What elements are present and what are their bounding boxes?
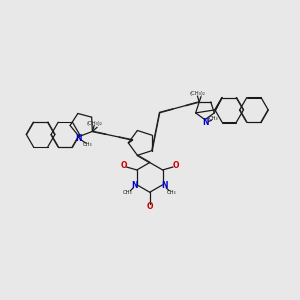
Text: CH₃: CH₃ bbox=[167, 190, 176, 195]
Text: N: N bbox=[202, 118, 209, 127]
Text: N: N bbox=[131, 181, 138, 190]
Text: N: N bbox=[75, 134, 82, 143]
Text: (CH₃)₂: (CH₃)₂ bbox=[87, 121, 103, 126]
Text: CH₃: CH₃ bbox=[209, 116, 219, 121]
Text: CH₃: CH₃ bbox=[123, 190, 133, 195]
Text: N: N bbox=[162, 181, 168, 190]
Text: (CH₃)₂: (CH₃)₂ bbox=[190, 91, 206, 96]
Text: O: O bbox=[146, 202, 153, 211]
Text: O: O bbox=[120, 161, 127, 170]
Text: O: O bbox=[173, 161, 179, 170]
Text: CH₃: CH₃ bbox=[83, 142, 93, 147]
